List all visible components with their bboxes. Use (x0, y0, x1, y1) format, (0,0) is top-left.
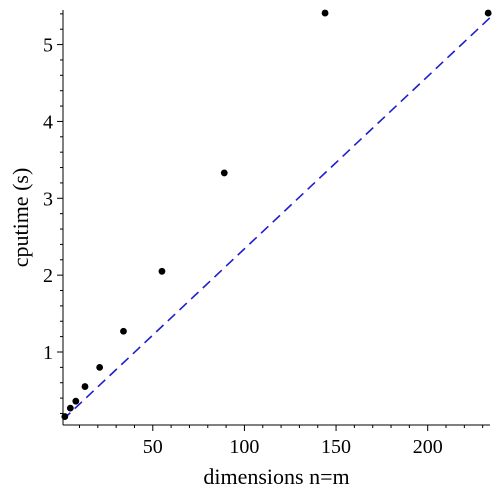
y-axis-label: cputime (s) (8, 168, 33, 268)
plot-area: 50 100 150 200 1 2 3 4 5 (43, 9, 492, 458)
fit-line-group (62, 17, 491, 421)
x-tick-label: 100 (229, 436, 259, 458)
data-point (321, 9, 329, 17)
x-tick-label: 200 (413, 436, 443, 458)
data-point (81, 383, 89, 390)
y-tick-label: 3 (43, 188, 53, 210)
data-point (220, 169, 228, 177)
data-point (72, 397, 80, 405)
y-axis-ticks: 1 2 3 4 5 (43, 13, 63, 414)
data-point (61, 413, 69, 420)
x-tick-label: 150 (321, 436, 351, 458)
x-axis-ticks: 50 100 150 200 (78, 425, 484, 458)
data-point (158, 267, 166, 275)
scatter-points (61, 9, 492, 420)
data-point (484, 9, 492, 17)
x-axis-label: dimensions n=m (203, 464, 349, 489)
data-point (120, 327, 127, 335)
data-point (66, 404, 74, 412)
y-tick-label: 4 (43, 111, 53, 133)
y-tick-label: 1 (43, 342, 53, 364)
y-tick-label: 2 (43, 265, 53, 287)
data-point (96, 363, 104, 371)
x-tick-label: 50 (143, 436, 163, 458)
y-tick-label: 5 (43, 35, 53, 57)
fit-line (62, 17, 491, 421)
